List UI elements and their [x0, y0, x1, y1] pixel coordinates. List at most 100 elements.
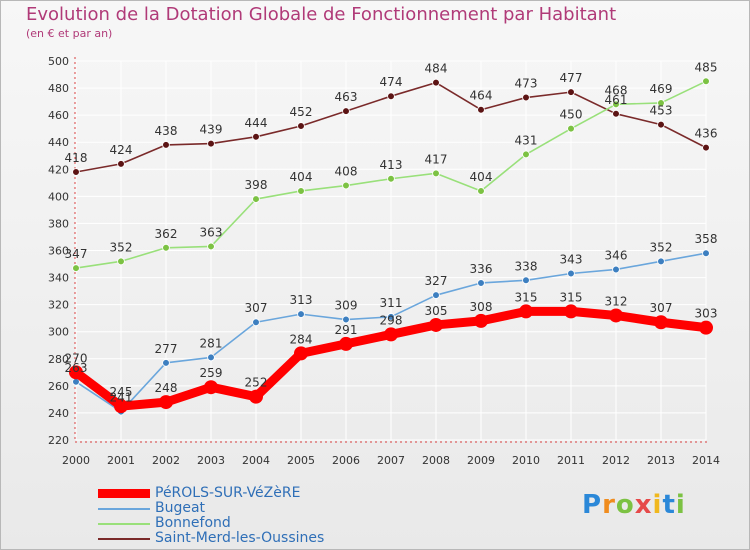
data-point	[297, 122, 305, 130]
legend-label: Saint-Merd-les-Oussines	[155, 530, 325, 546]
data-label: 309	[335, 299, 358, 313]
data-label: 474	[380, 75, 403, 89]
data-point	[522, 276, 530, 285]
data-label: 347	[65, 247, 88, 261]
data-label: 245	[110, 385, 133, 399]
y-tick-label: 320	[48, 299, 69, 312]
data-label: 417	[425, 152, 448, 166]
x-tick-label: 2012	[602, 454, 630, 467]
data-label: 315	[560, 290, 583, 304]
data-point	[117, 160, 125, 168]
data-label: 468	[605, 83, 628, 97]
data-label: 484	[425, 62, 448, 76]
data-label: 473	[515, 77, 538, 91]
data-label: 358	[695, 232, 718, 246]
y-tick-label: 460	[48, 109, 69, 122]
data-point	[162, 359, 170, 367]
data-point	[339, 336, 353, 351]
chart-title: Evolution de la Dotation Globale de Fonc…	[26, 4, 617, 25]
data-point	[207, 353, 215, 362]
data-label: 312	[605, 294, 628, 308]
data-point	[702, 77, 710, 86]
y-tick-label: 420	[48, 163, 69, 176]
x-tick-label: 2001	[107, 454, 135, 467]
legend-label: PéROLS-SUR-VéZèRE	[155, 485, 301, 501]
data-point	[429, 317, 443, 332]
y-tick-label: 440	[48, 136, 69, 149]
x-tick-label: 2007	[377, 454, 405, 467]
data-label: 281	[200, 336, 223, 350]
data-point	[252, 195, 260, 203]
series-layer	[69, 77, 713, 416]
legend-swatch	[98, 508, 150, 510]
y-tick-label: 400	[48, 190, 69, 203]
data-label: 438	[155, 124, 178, 138]
data-point	[162, 141, 170, 149]
data-point	[609, 308, 623, 323]
y-tick-label: 260	[48, 380, 69, 393]
x-tick-label: 2011	[557, 454, 585, 467]
data-label: 450	[560, 108, 583, 122]
data-point	[474, 313, 488, 328]
data-label: 259	[200, 366, 223, 380]
data-label: 444	[245, 116, 268, 130]
data-point	[207, 139, 215, 148]
data-point	[342, 107, 350, 115]
y-tick-label: 280	[48, 353, 69, 366]
data-label: 336	[470, 262, 493, 276]
data-point	[162, 243, 170, 252]
x-tick-label: 2004	[242, 454, 270, 467]
data-label: 408	[335, 165, 358, 179]
y-tick-label: 480	[48, 82, 69, 95]
y-tick-label: 380	[48, 217, 69, 230]
legend-item: PéROLS-SUR-VéZèRE	[98, 485, 358, 502]
legend-label: Bonnefond	[155, 515, 231, 531]
legend-label: Bugeat	[155, 500, 206, 516]
data-point	[654, 315, 668, 330]
data-point	[387, 313, 395, 321]
data-label: 313	[290, 293, 313, 307]
data-label: 404	[290, 170, 313, 184]
data-point	[477, 105, 485, 114]
data-point	[522, 93, 530, 102]
y-tick-label: 340	[48, 272, 69, 285]
x-tick-label: 2013	[647, 454, 675, 467]
data-point	[432, 291, 440, 299]
data-point	[432, 78, 440, 87]
data-label: 248	[155, 381, 178, 395]
y-tick-label: 360	[48, 245, 69, 258]
data-label: 305	[425, 304, 448, 318]
data-label: 338	[515, 259, 538, 273]
data-point	[294, 346, 308, 361]
data-label: 363	[200, 225, 223, 239]
data-point	[567, 88, 575, 96]
data-label: 398	[245, 178, 268, 192]
data-label: 352	[110, 240, 133, 254]
data-point	[522, 150, 530, 159]
data-point	[159, 395, 173, 410]
legend-item: Saint-Merd-les-Oussines	[98, 530, 358, 547]
data-point	[657, 99, 665, 107]
data-label: 413	[380, 158, 403, 172]
data-label: 452	[290, 105, 313, 119]
data-point	[567, 269, 575, 278]
chart-subtitle: (en € et par an)	[26, 27, 113, 40]
data-point	[387, 92, 395, 100]
x-tick-label: 2014	[692, 454, 720, 467]
legend-item: Bonnefond	[98, 515, 358, 532]
y-tick-label: 300	[48, 326, 69, 339]
x-tick-label: 2005	[287, 454, 315, 467]
data-point	[702, 143, 710, 152]
x-tick-label: 2006	[332, 454, 360, 467]
legend-item: Bugeat	[98, 500, 358, 517]
data-label: 424	[110, 143, 133, 157]
data-label: 315	[515, 290, 538, 304]
legend-swatch	[98, 538, 150, 540]
data-label: 291	[335, 323, 358, 337]
data-point	[657, 120, 665, 129]
axes: 220 240 260 280 300 320 340 360 380 400 420 440 460 4…	[48, 55, 720, 467]
data-label: 308	[470, 300, 493, 314]
data-point	[69, 365, 83, 380]
data-label: 343	[560, 253, 583, 267]
